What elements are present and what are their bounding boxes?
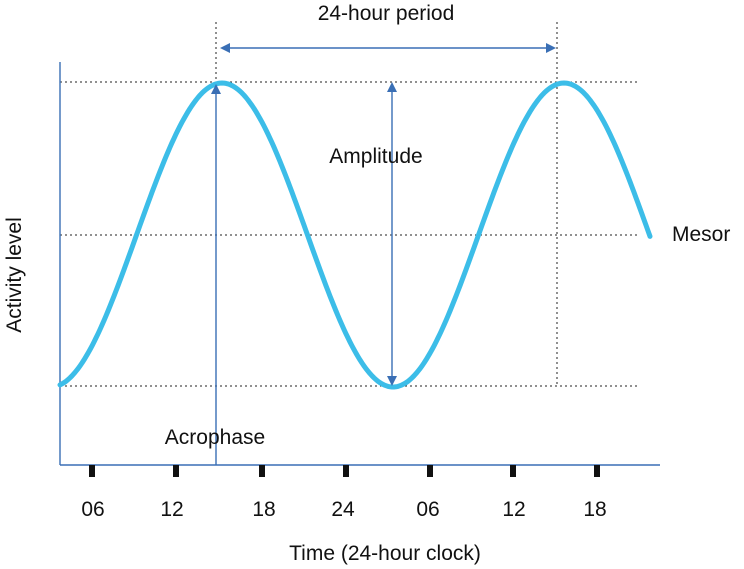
period-label: 24-hour period [318,2,455,25]
x-tick-mark [89,465,95,477]
x-tick-mark [259,465,265,477]
x-tick-mark [427,465,433,477]
x-tick-label: 12 [160,498,183,521]
x-tick-label: 24 [331,498,355,521]
x-tick-label: 06 [416,498,439,521]
x-axis-label: Time (24-hour clock) [289,542,481,565]
x-tick-label: 18 [252,498,275,521]
x-tick-mark [173,465,179,477]
acrophase-label: Acrophase [165,426,265,449]
x-tick-label: 18 [583,498,606,521]
y-axis-label: Activity level [3,217,26,333]
x-tick-mark [510,465,516,477]
activity-curve [57,80,653,390]
axes [59,62,660,466]
x-tick-labels: 06 12 18 24 06 12 18 [81,498,606,521]
x-tick-marks [89,465,600,477]
x-tick-label: 12 [502,498,525,521]
x-tick-label: 06 [81,498,104,521]
x-tick-mark [594,465,600,477]
amplitude-label: Amplitude [329,145,422,168]
mesor-label: Mesor [672,223,730,246]
x-tick-mark [343,465,349,477]
